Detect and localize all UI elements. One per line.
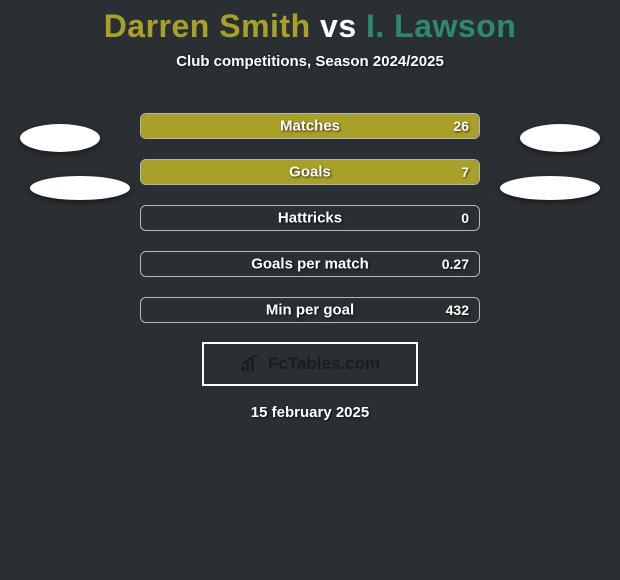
stat-value: 0 [461,210,469,226]
stat-label: Min per goal [266,302,354,319]
title-player1: Darren Smith [104,8,311,44]
page-title: Darren Smith vs I. Lawson [0,0,620,45]
stat-bar-track: Goals per match 0.27 [140,251,480,277]
stat-row: Matches 26 [0,112,620,140]
brand-text: FcTables.com [268,354,380,374]
subtitle: Club competitions, Season 2024/2025 [0,53,620,70]
stat-bar-track: Goals 7 [140,159,480,185]
stat-row: Goals per match 0.27 [0,250,620,278]
date-text: 15 february 2025 [0,404,620,421]
stat-value: 0.27 [442,256,469,272]
stat-label: Hattricks [278,210,342,227]
stat-value: 432 [446,302,469,318]
stat-bar-track: Hattricks 0 [140,205,480,231]
stat-row: Hattricks 0 [0,204,620,232]
stat-label: Goals per match [251,256,369,273]
stat-row: Goals 7 [0,158,620,186]
brand-chart-icon [240,355,262,373]
stat-row: Min per goal 432 [0,296,620,324]
stats-chart: Matches 26 Goals 7 Hattricks 0 Goals per match… [0,112,620,324]
stat-bar-track: Min per goal 432 [140,297,480,323]
stat-value: 26 [453,118,469,134]
title-player2: I. Lawson [366,8,516,44]
stat-value: 7 [461,164,469,180]
stat-label: Goals [289,164,331,181]
stat-bar-track: Matches 26 [140,113,480,139]
stat-label: Matches [280,118,340,135]
brand-box[interactable]: FcTables.com [202,342,418,386]
title-vs: vs [320,8,357,44]
